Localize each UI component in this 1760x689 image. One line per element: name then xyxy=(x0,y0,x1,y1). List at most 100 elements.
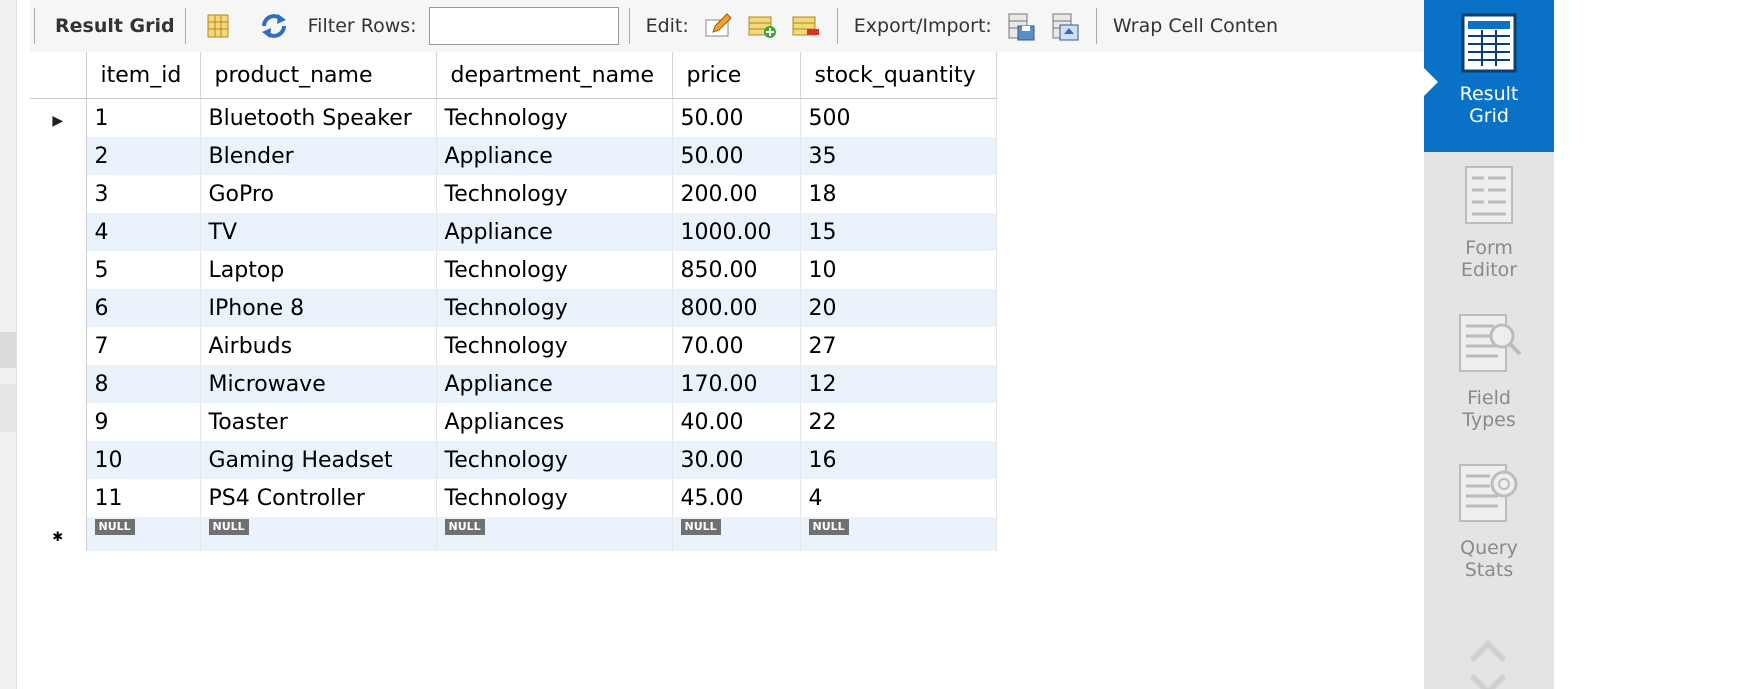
cell[interactable]: 7 xyxy=(86,327,201,365)
table-row[interactable]: 8 Microwave Appliance 170.00 12 xyxy=(30,365,997,403)
column-header[interactable]: product_name xyxy=(200,52,437,99)
row-selector[interactable]: ▶ xyxy=(30,98,87,137)
cell[interactable]: 12 xyxy=(800,365,997,403)
column-header[interactable]: department_name xyxy=(436,52,673,99)
table-row[interactable]: 11 PS4 Controller Technology 45.00 4 xyxy=(30,479,997,517)
column-header[interactable]: item_id xyxy=(86,52,201,99)
wrap-cell-content-label[interactable]: Wrap Cell Conten xyxy=(1112,15,1278,37)
cell[interactable]: Technology xyxy=(436,289,673,327)
new-row[interactable]: ✱ NULL NULL NULL NULL NULL xyxy=(30,517,997,551)
table-row[interactable]: 4 TV Appliance 1000.00 15 xyxy=(30,213,997,251)
table-row[interactable]: 3 GoPro Technology 200.00 18 xyxy=(30,175,997,213)
cell[interactable]: 15 xyxy=(800,213,997,251)
cell[interactable]: 3 xyxy=(86,175,201,213)
cell[interactable]: Technology xyxy=(436,479,673,517)
cell[interactable]: Microwave xyxy=(200,365,437,403)
cell[interactable]: IPhone 8 xyxy=(200,289,437,327)
cell[interactable]: 800.00 xyxy=(672,289,801,327)
cell[interactable]: 40.00 xyxy=(672,403,801,441)
row-selector[interactable] xyxy=(30,403,87,441)
cell[interactable]: 500 xyxy=(800,98,997,137)
table-row[interactable]: 5 Laptop Technology 850.00 10 xyxy=(30,251,997,289)
cell[interactable]: 9 xyxy=(86,403,201,441)
cell[interactable]: Toaster xyxy=(200,403,437,441)
gutter-handle-2[interactable] xyxy=(0,384,16,432)
cell[interactable]: Gaming Headset xyxy=(200,441,437,479)
null-cell[interactable]: NULL xyxy=(86,517,201,551)
row-selector[interactable] xyxy=(30,213,87,251)
cell[interactable]: Appliance xyxy=(436,137,673,175)
cell[interactable]: 4 xyxy=(86,213,201,251)
cell[interactable]: 2 xyxy=(86,137,201,175)
filter-rows-input[interactable] xyxy=(428,7,619,45)
cell[interactable]: PS4 Controller xyxy=(200,479,437,517)
null-cell[interactable]: NULL xyxy=(800,517,997,551)
cell[interactable]: Technology xyxy=(436,98,673,137)
table-row[interactable]: 9 Toaster Appliances 40.00 22 xyxy=(30,403,997,441)
refresh-icon[interactable] xyxy=(258,12,286,40)
cell[interactable]: TV xyxy=(200,213,437,251)
cell[interactable]: 4 xyxy=(800,479,997,517)
cell[interactable]: 22 xyxy=(800,403,997,441)
cell[interactable]: 16 xyxy=(800,441,997,479)
column-header[interactable]: stock_quantity xyxy=(800,52,997,99)
cell[interactable]: 10 xyxy=(86,441,201,479)
edit-pencil-icon[interactable] xyxy=(703,12,732,40)
add-row-icon[interactable] xyxy=(747,12,776,40)
new-row-selector[interactable]: ✱ xyxy=(30,517,87,551)
null-cell[interactable]: NULL xyxy=(672,517,801,551)
row-selector[interactable] xyxy=(30,289,87,327)
export-icon[interactable] xyxy=(1006,12,1035,41)
row-selector[interactable] xyxy=(30,137,87,175)
table-row[interactable]: 2 Blender Appliance 50.00 35 xyxy=(30,137,997,175)
cell[interactable]: 850.00 xyxy=(672,251,801,289)
cell[interactable]: 70.00 xyxy=(672,327,801,365)
cell[interactable]: Blender xyxy=(200,137,437,175)
cell[interactable]: Technology xyxy=(436,175,673,213)
cell[interactable]: 170.00 xyxy=(672,365,801,403)
import-icon[interactable] xyxy=(1050,12,1079,41)
cell[interactable]: 20 xyxy=(800,289,997,327)
cell[interactable]: 1 xyxy=(86,98,201,137)
cell[interactable]: 50.00 xyxy=(672,98,801,137)
cell[interactable]: Technology xyxy=(436,327,673,365)
cell[interactable]: 8 xyxy=(86,365,201,403)
row-selector[interactable] xyxy=(30,479,87,517)
cell[interactable]: 27 xyxy=(800,327,997,365)
cell[interactable]: Technology xyxy=(436,251,673,289)
cell[interactable]: Appliance xyxy=(436,365,673,403)
cell[interactable]: 50.00 xyxy=(672,137,801,175)
cell[interactable]: Technology xyxy=(436,441,673,479)
scroll-up-icon[interactable] xyxy=(1468,636,1508,666)
table-row[interactable]: ▶ 1 Bluetooth Speaker Technology 50.00 5… xyxy=(30,98,997,137)
side-panel-query-stats[interactable]: Query Stats xyxy=(1424,462,1554,602)
cell[interactable]: 200.00 xyxy=(672,175,801,213)
table-row[interactable]: 6 IPhone 8 Technology 800.00 20 xyxy=(30,289,997,327)
cell[interactable]: 10 xyxy=(800,251,997,289)
cell[interactable]: 35 xyxy=(800,137,997,175)
grid-layout-icon[interactable] xyxy=(204,12,232,40)
cell[interactable]: 18 xyxy=(800,175,997,213)
row-selector[interactable] xyxy=(30,441,87,479)
cell[interactable]: Airbuds xyxy=(200,327,437,365)
scroll-down-icon[interactable] xyxy=(1468,672,1508,689)
row-selector[interactable] xyxy=(30,175,87,213)
side-panel-form-editor[interactable]: Form Editor xyxy=(1424,164,1554,304)
cell[interactable]: Bluetooth Speaker xyxy=(200,98,437,137)
cell[interactable]: 1000.00 xyxy=(672,213,801,251)
cell[interactable]: 5 xyxy=(86,251,201,289)
null-cell[interactable]: NULL xyxy=(200,517,437,551)
cell[interactable]: GoPro xyxy=(200,175,437,213)
cell[interactable]: Appliance xyxy=(436,213,673,251)
cell[interactable]: 45.00 xyxy=(672,479,801,517)
cell[interactable]: Laptop xyxy=(200,251,437,289)
cell[interactable]: 30.00 xyxy=(672,441,801,479)
side-panel-field-types[interactable]: Field Types xyxy=(1424,312,1554,452)
table-row[interactable]: 7 Airbuds Technology 70.00 27 xyxy=(30,327,997,365)
cell[interactable]: 6 xyxy=(86,289,201,327)
row-selector[interactable] xyxy=(30,365,87,403)
delete-row-icon[interactable] xyxy=(791,12,819,40)
cell[interactable]: 11 xyxy=(86,479,201,517)
table-row[interactable]: 10 Gaming Headset Technology 30.00 16 xyxy=(30,441,997,479)
column-header[interactable]: price xyxy=(672,52,801,99)
